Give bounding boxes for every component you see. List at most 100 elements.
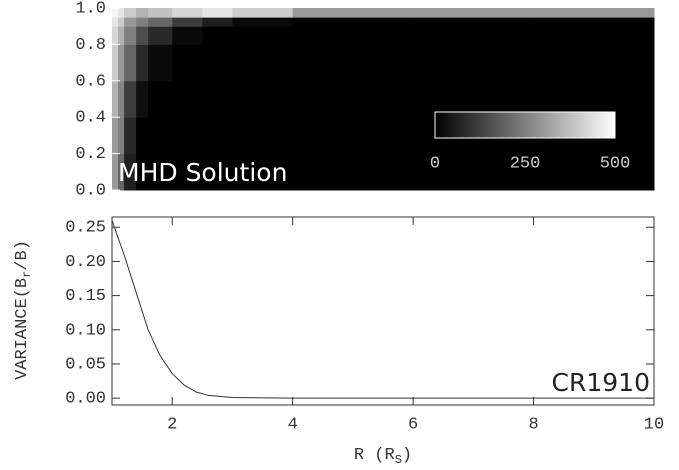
heatmap-cell	[172, 80, 203, 118]
heatmap-cell	[292, 17, 414, 27]
heatmap-cell	[112, 17, 119, 27]
heatmap-cell	[136, 44, 149, 82]
heatmap-cell	[232, 17, 294, 27]
heatmap-cell	[292, 44, 414, 82]
heatmap-cell	[533, 17, 655, 27]
heatmap-cell	[118, 80, 125, 118]
y-tick-label: 0.0	[75, 181, 106, 200]
heatmap-cell	[118, 8, 125, 18]
heatmap-cell	[124, 44, 137, 82]
heatmap-cell	[118, 153, 125, 191]
y-tick-label: 0.8	[75, 36, 106, 55]
heatmap-cell	[136, 26, 149, 45]
heatmap-cell	[112, 26, 119, 45]
heatmap-cell	[136, 117, 149, 155]
heatmap-cell	[533, 44, 655, 82]
x-axis-label: R (RS)	[354, 446, 412, 467]
heatmap-cell	[118, 17, 125, 27]
heatmap-cell	[148, 80, 173, 118]
heatmap-cell	[232, 8, 294, 18]
heatmap-cell	[112, 44, 119, 82]
heatmap-cell	[136, 153, 149, 191]
heatmap-cell	[292, 153, 414, 191]
y-tick-label: 0.4	[75, 109, 106, 128]
x-tick-label: 8	[528, 415, 538, 434]
heatmap-cell	[413, 8, 535, 18]
x-axis-label-part: R (R	[354, 446, 395, 465]
heatmap-cell	[148, 44, 173, 82]
heatmap-cell	[172, 44, 203, 82]
y-axis-label-part: VARIANCE(B	[13, 278, 32, 380]
heatmap-cell	[413, 44, 535, 82]
y-axis-label: VARIANCE(Br/B)	[13, 240, 34, 380]
heatmap-cell	[172, 153, 203, 191]
heatmap-cell	[202, 8, 233, 18]
heatmap-cell	[292, 26, 414, 45]
heatmap-cell	[413, 26, 535, 45]
heatmap-cell	[124, 153, 137, 191]
colorbar	[434, 111, 616, 139]
y-tick-label: 0.00	[65, 390, 106, 409]
colorbar-tick-label: 250	[510, 154, 541, 173]
annotation: CR1910	[552, 368, 650, 397]
heatmap-cell	[413, 153, 535, 191]
heatmap-cell	[136, 80, 149, 118]
x-axis-label-part: )	[402, 446, 412, 465]
heatmap-cell	[202, 44, 233, 82]
x-axis-label-part: S	[395, 453, 402, 467]
y-tick-label: 1.0	[75, 0, 106, 18]
y-tick-label: 0.25	[65, 219, 106, 238]
heatmap-cell	[232, 26, 294, 45]
heatmap-cell	[533, 26, 655, 45]
heatmap-cell	[148, 17, 173, 27]
heatmap-cell	[232, 80, 294, 118]
heatmap-cell	[202, 17, 233, 27]
heatmap-cell	[202, 80, 233, 118]
heatmap-cell	[232, 153, 294, 191]
heatmap-cell	[172, 117, 203, 155]
heatmap-cell	[124, 117, 137, 155]
heatmap-cell	[148, 117, 173, 155]
colorbar-tick-label: 500	[600, 154, 631, 173]
heatmap-cell	[112, 80, 119, 118]
y-tick-label: 0.10	[65, 321, 106, 340]
heatmap-cell	[124, 17, 137, 27]
heatmap-cell	[148, 26, 173, 45]
heatmap-cell	[413, 17, 535, 27]
heatmap-cell	[172, 17, 203, 27]
heatmap-cell	[124, 26, 137, 45]
x-tick-label: 2	[167, 415, 177, 434]
heatmap-cell	[172, 26, 203, 45]
y-axis-label-part: /B)	[13, 240, 32, 271]
heatmap-cell	[292, 8, 414, 18]
heatmap-cell	[124, 8, 137, 18]
heatmap-cell	[124, 80, 137, 118]
y-tick-label: 0.2	[75, 145, 106, 164]
heatmap-cell	[232, 44, 294, 82]
y-tick-label: 0.6	[75, 72, 106, 91]
heatmap-cell	[172, 8, 203, 18]
heatmap-cell	[112, 8, 119, 18]
annotation: MHD Solution	[118, 158, 287, 187]
y-axis-label-part: r	[20, 271, 34, 278]
heatmap-cell	[202, 26, 233, 45]
x-tick-label: 4	[288, 415, 298, 434]
heatmap-cell	[118, 117, 125, 155]
heatmap-cell	[136, 17, 149, 27]
heatmap-cell	[112, 117, 119, 155]
heatmap-cell	[292, 117, 414, 155]
heatmap-cell	[112, 153, 119, 191]
heatmap-cell	[136, 8, 149, 18]
x-tick-label: 6	[408, 415, 418, 434]
heatmap-cell	[202, 117, 233, 155]
x-tick-label: 10	[644, 415, 664, 434]
heatmap-cell	[292, 80, 414, 118]
heatmap-cell	[148, 8, 173, 18]
heatmap-cell	[148, 153, 173, 191]
heatmap-cell	[232, 117, 294, 155]
y-tick-label: 0.20	[65, 253, 106, 272]
colorbar-tick-label: 0	[430, 154, 440, 173]
y-tick-label: 0.05	[65, 355, 106, 374]
line	[111, 220, 654, 399]
